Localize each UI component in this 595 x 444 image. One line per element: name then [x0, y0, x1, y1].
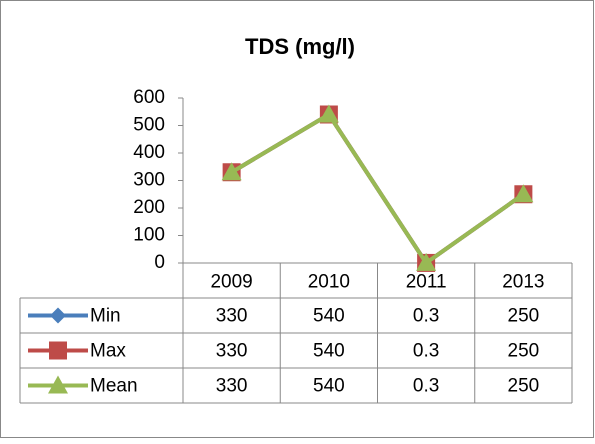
y-tick-label: 100 — [133, 225, 165, 246]
table-value: 330 — [216, 306, 248, 327]
data-point — [221, 162, 242, 181]
table-value: 250 — [508, 376, 540, 397]
y-tick-label: 500 — [133, 115, 165, 136]
x-tick-label: 2013 — [502, 272, 544, 293]
x-tick-label: 2011 — [406, 272, 447, 293]
table-value: 250 — [508, 306, 540, 327]
table-value: 540 — [313, 341, 345, 362]
legend-marker — [48, 375, 68, 394]
legend-marker — [49, 341, 67, 360]
legend-label: Mean — [90, 376, 138, 397]
table-value: 0.3 — [413, 306, 439, 327]
legend-label: Min — [90, 306, 121, 327]
y-tick-label: 600 — [133, 87, 165, 108]
table-value: 330 — [216, 376, 248, 397]
legend-marker — [50, 307, 66, 324]
y-tick-label: 200 — [133, 197, 165, 218]
table-value: 250 — [508, 341, 540, 362]
table-value: 540 — [313, 306, 345, 327]
x-tick-label: 2009 — [210, 272, 252, 293]
table-value: 0.3 — [413, 341, 439, 362]
table-value: 0.3 — [413, 376, 439, 397]
y-tick-label: 300 — [133, 170, 165, 191]
x-tick-label: 2010 — [308, 272, 350, 293]
table-value: 540 — [313, 376, 345, 397]
legend-label: Max — [90, 341, 126, 362]
table-value: 330 — [216, 341, 248, 362]
chart-title: TDS (mg/l) — [245, 34, 355, 59]
data-point — [416, 252, 437, 271]
data-point — [513, 184, 534, 203]
plot-area — [183, 98, 572, 263]
data-point — [318, 104, 339, 123]
series-line — [230, 111, 525, 266]
y-tick-label: 0 — [154, 252, 165, 273]
y-tick-label: 400 — [133, 142, 165, 163]
